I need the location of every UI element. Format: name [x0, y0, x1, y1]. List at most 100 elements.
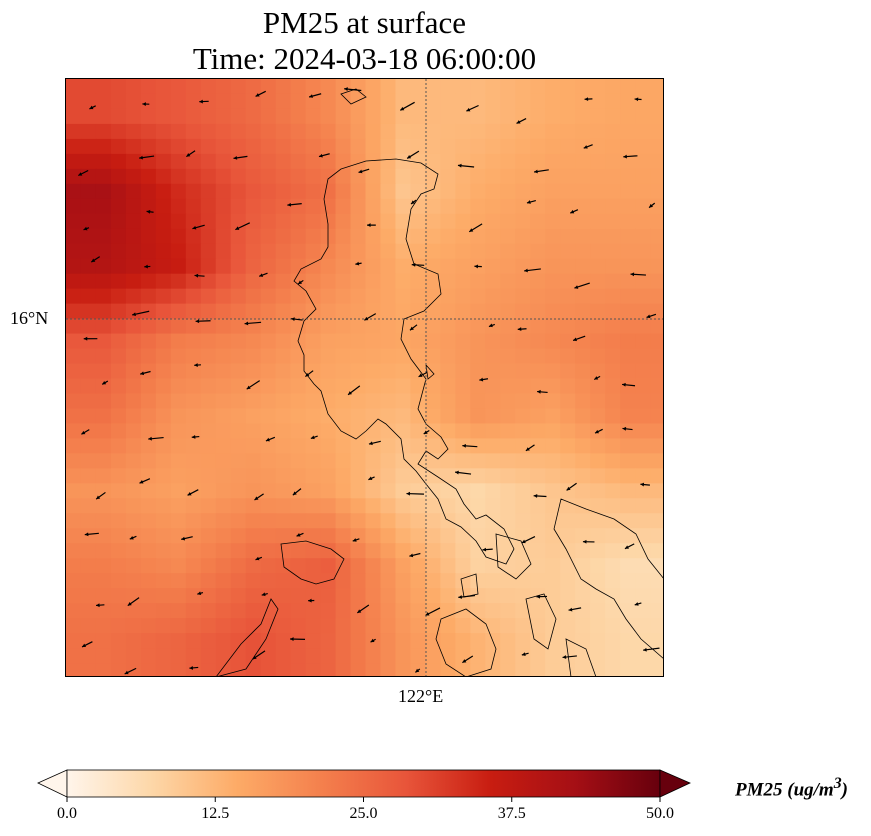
heatmap-cell — [245, 663, 262, 676]
heatmap-cell — [245, 153, 262, 170]
heatmap-cell — [110, 318, 127, 335]
heatmap-cell — [530, 213, 546, 230]
heatmap-cell — [140, 333, 157, 350]
heatmap-cell — [620, 363, 636, 380]
heatmap-cell — [275, 543, 292, 559]
heatmap-cell — [185, 288, 202, 305]
heatmap-cell — [530, 528, 546, 544]
heatmap-cell — [95, 168, 112, 185]
heatmap-cell — [470, 498, 486, 514]
map-plot-area — [65, 78, 664, 677]
heatmap-cell — [155, 93, 172, 110]
heatmap-cell — [440, 258, 456, 275]
heatmap-cell — [530, 408, 546, 425]
heatmap-cell — [170, 363, 187, 380]
heatmap-cell — [380, 198, 397, 215]
heatmap-cell — [275, 198, 292, 215]
heatmap-cell — [470, 288, 486, 305]
heatmap-cell — [95, 378, 112, 395]
heatmap-cell — [66, 483, 82, 499]
heatmap-cell — [95, 138, 112, 155]
heatmap-cell — [320, 363, 337, 380]
heatmap-cell — [125, 543, 142, 559]
heatmap-cell — [635, 363, 651, 380]
heatmap-cell — [620, 348, 636, 365]
heatmap-cell — [290, 228, 307, 245]
heatmap-cell — [425, 513, 441, 529]
heatmap-cell — [635, 648, 651, 664]
heatmap-cell — [395, 603, 412, 619]
heatmap-cell — [275, 153, 292, 170]
heatmap-cell — [605, 153, 621, 170]
heatmap-cell — [440, 108, 456, 125]
heatmap-cell — [110, 498, 127, 514]
heatmap-cell — [410, 513, 426, 529]
heatmap-cell — [635, 168, 651, 185]
heatmap-cell — [305, 633, 322, 649]
heatmap-cell — [260, 573, 277, 589]
heatmap-cell — [200, 393, 217, 410]
wind-arrow — [296, 532, 304, 537]
heatmap-cell — [590, 228, 606, 245]
heatmap-cell — [185, 423, 202, 439]
heatmap-cell — [95, 123, 112, 140]
heatmap-cell — [200, 633, 217, 649]
heatmap-cell — [260, 483, 277, 499]
heatmap-cell — [305, 273, 322, 290]
heatmap-cell — [305, 258, 322, 275]
heatmap-cell — [530, 378, 546, 395]
heatmap-cell — [185, 93, 202, 110]
heatmap-cell — [485, 588, 501, 604]
wind-arrow — [124, 667, 137, 675]
heatmap-cell — [530, 183, 546, 200]
heatmap-cell — [110, 108, 127, 125]
wind-arrow — [83, 226, 90, 231]
heatmap-cell — [455, 153, 471, 170]
heatmap-cell — [410, 363, 426, 380]
heatmap-cell — [500, 288, 516, 305]
heatmap-cell — [245, 183, 262, 200]
heatmap-cell — [395, 498, 412, 514]
heatmap-cell — [560, 603, 576, 619]
heatmap-cell — [80, 168, 97, 185]
heatmap-cell — [290, 303, 307, 320]
heatmap-cell — [515, 438, 531, 454]
heatmap-cell — [515, 333, 531, 350]
heatmap-cell — [275, 573, 292, 589]
heatmap-cell — [290, 393, 307, 410]
wind-arrow — [409, 552, 421, 558]
wind-arrow — [364, 313, 377, 321]
heatmap-cell — [335, 513, 352, 529]
heatmap-cell — [215, 633, 232, 649]
heatmap-cell — [440, 228, 456, 245]
heatmap-cell — [410, 588, 426, 604]
heatmap-cell — [605, 228, 621, 245]
heatmap-cell — [66, 168, 82, 185]
heatmap-cell — [215, 168, 232, 185]
wind-arrow — [89, 105, 96, 110]
heatmap-cell — [95, 108, 112, 125]
heatmap-cell — [305, 558, 322, 574]
heatmap-cell — [215, 273, 232, 290]
heatmap-cell — [170, 79, 187, 95]
heatmap-cell — [185, 663, 202, 676]
heatmap-cell — [170, 228, 187, 245]
heatmap-cell — [80, 378, 97, 395]
heatmap-cell — [66, 243, 82, 260]
heatmap-cell — [530, 393, 546, 410]
heatmap-cell — [575, 528, 591, 544]
heatmap-cell — [470, 603, 486, 619]
heatmap-cell — [545, 198, 561, 215]
heatmap-cell — [170, 273, 187, 290]
heatmap-cell — [425, 438, 441, 454]
heatmap-cell — [66, 333, 82, 350]
heatmap-cell — [530, 273, 546, 290]
heatmap-cell — [545, 303, 561, 320]
heatmap-cell — [66, 588, 82, 604]
heatmap-cell — [470, 79, 486, 95]
heatmap-cell — [500, 543, 516, 559]
heatmap-cell — [650, 438, 663, 454]
heatmap-cell — [575, 378, 591, 395]
heatmap-cell — [515, 168, 531, 185]
heatmap-cell — [245, 513, 262, 529]
